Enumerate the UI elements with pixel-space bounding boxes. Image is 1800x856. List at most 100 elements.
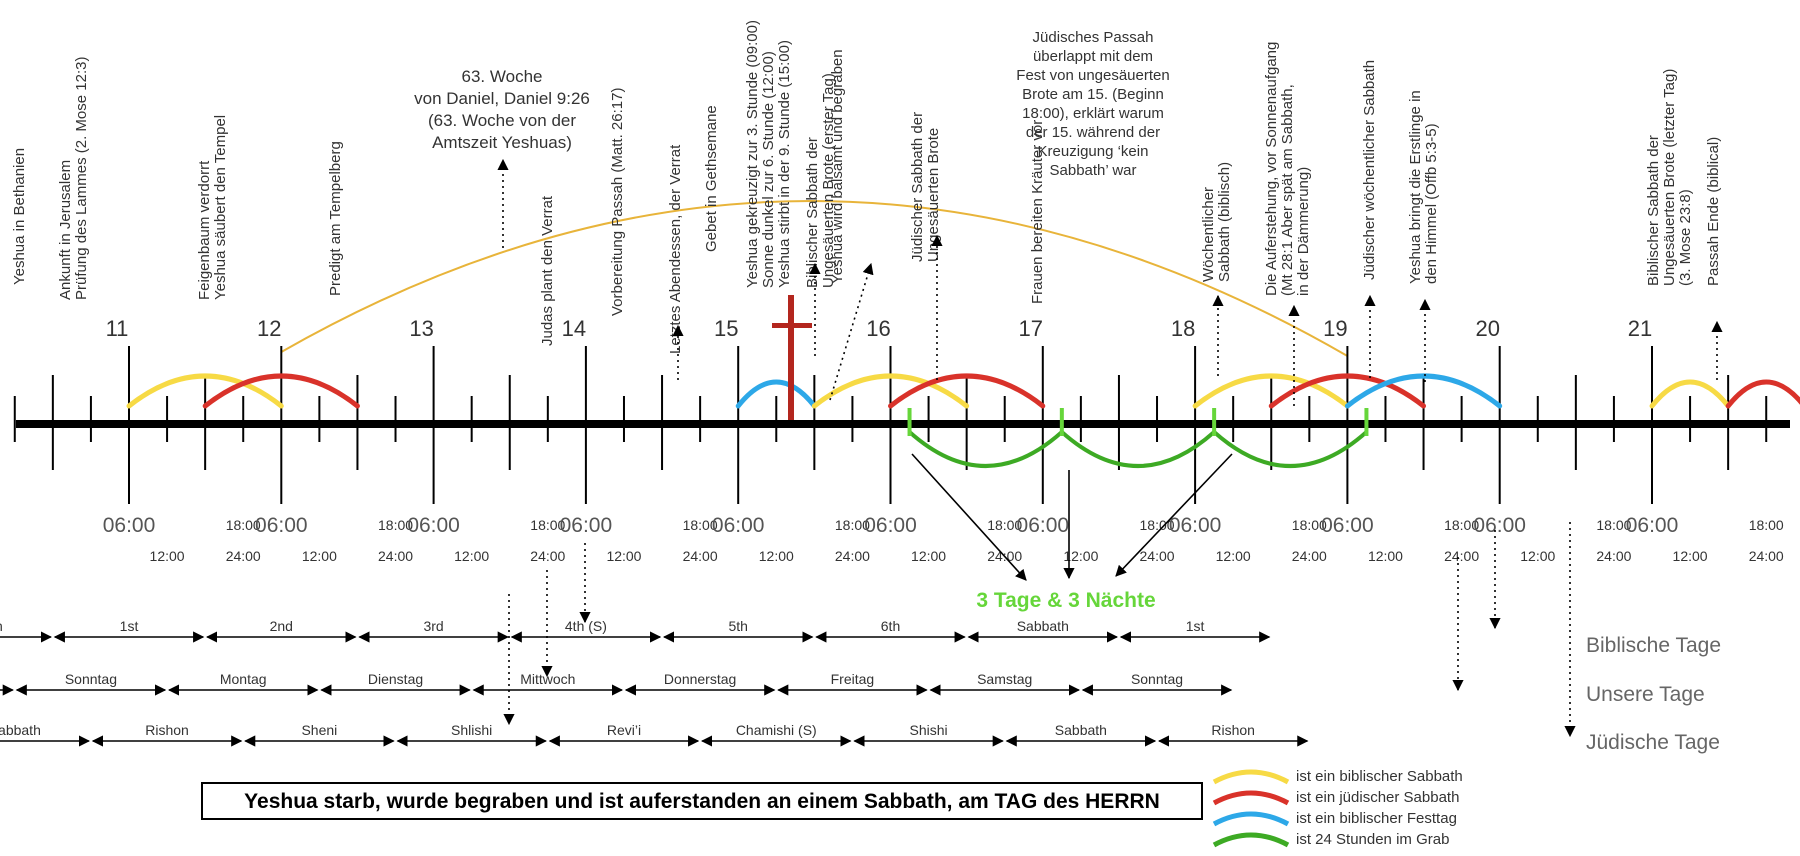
time-label-1800: 18:00 xyxy=(530,517,565,533)
row-day-label: Dienstag xyxy=(368,671,423,687)
event-label-line: (3. Mose 23:8) xyxy=(1677,189,1694,286)
three-days-arrows xyxy=(911,453,1233,581)
time-label-0600: 06:00 xyxy=(407,514,460,537)
event-label-line: Jüdischer wöchentlicher Sabbath xyxy=(1361,60,1378,280)
time-label-0600: 06:00 xyxy=(1626,514,1679,537)
time-label-0600: 06:00 xyxy=(1017,514,1070,537)
row-day-label: 1st xyxy=(1186,618,1205,634)
time-label-0600: 06:00 xyxy=(1321,514,1374,537)
day-number: 18 xyxy=(1171,316,1195,341)
row-day-label: Sheni xyxy=(301,722,337,738)
event-label: Vorbereitung Passah (Matt. 26:17) xyxy=(609,88,626,316)
event-label: Feigenbaum verdorrtYeshua säubert den Te… xyxy=(196,115,229,300)
event-label: Yeshua wird balsamt und begraben xyxy=(829,49,846,284)
passah-note-line: Fest von ungesäuerten xyxy=(1016,67,1169,84)
row-day-label: Mittwoch xyxy=(520,671,575,687)
event-label-line: Sabbath (biblisch) xyxy=(1216,162,1233,282)
passah-note-line: Brote am 15. (Beginn xyxy=(1022,86,1164,103)
row-day-label: Chamishi (S) xyxy=(736,722,817,738)
time-label-1800: 18:00 xyxy=(987,517,1022,533)
event-label-line: Ungesäuerten Brote (letzter Tag) xyxy=(1661,69,1678,286)
event-label: Yeshua in Bethanien xyxy=(11,148,28,285)
event-labels: Yeshua in Bethanien Ankunft in JerusalemP… xyxy=(11,20,1722,354)
legend-swatch xyxy=(1212,769,1290,785)
passah-note: Jüdisches Passah überlappt mit dem Fest vo… xyxy=(1016,29,1169,179)
event-label: Ankunft in JerusalemPrüfung des Lammes (… xyxy=(57,57,90,300)
time-label-2400: 24:00 xyxy=(1292,548,1327,564)
event-label-line: Gebet in Gethsemane xyxy=(703,105,720,252)
sabbath-arcs xyxy=(126,373,1800,409)
event-label-line: Feigenbaum verdorrt xyxy=(196,160,213,300)
grave-arc xyxy=(1212,430,1368,468)
row-day-label: Sabbath xyxy=(1017,618,1069,634)
event-label: Jüdischer wöchentlicher Sabbath xyxy=(1361,60,1378,280)
row-name: Unsere Tage xyxy=(1586,683,1705,706)
event-label: Predigt am Tempelberg xyxy=(327,141,344,296)
time-label-1800: 18:00 xyxy=(835,517,870,533)
passah-note-line: Jüdisches Passah xyxy=(1033,29,1154,46)
event-label: Jüdischer Sabbath derUngesäuerten Brote xyxy=(909,112,942,262)
day-number: 12 xyxy=(257,316,281,341)
event-label-line: Jüdischer Sabbath der xyxy=(909,112,926,262)
time-label-1800: 18:00 xyxy=(378,517,413,533)
day-numbers: 101112131415161718192021 xyxy=(106,316,1653,341)
time-label-2400: 24:00 xyxy=(683,548,718,564)
red-arc xyxy=(1268,373,1427,409)
row-day-label: Sonntag xyxy=(1131,671,1183,687)
time-label-1200: 12:00 xyxy=(1368,548,1403,564)
event-label-line: Vorbereitung Passah (Matt. 26:17) xyxy=(609,88,626,316)
row-day-label: 1st xyxy=(120,618,139,634)
time-label-2400: 24:00 xyxy=(1444,548,1479,564)
row-day-label: Sabbath xyxy=(1055,722,1107,738)
row-day-label: Donnerstag xyxy=(664,671,736,687)
time-label-0600: 06:00 xyxy=(1473,514,1526,537)
row-day-label: Montag xyxy=(220,671,267,687)
red-arc xyxy=(1725,379,1800,409)
event-label-line: Ankunft in Jerusalem xyxy=(57,160,74,300)
day-number: 17 xyxy=(1019,316,1043,341)
event-label-line: Yeshua bringt die Erstlinge in xyxy=(1407,90,1424,284)
event-label-line: Ungesäuerten Brote (erster Tag) xyxy=(820,73,837,288)
event-label-line: Frauen bereiten Kräuter vor xyxy=(1029,120,1046,304)
time-label-1800: 18:00 xyxy=(1749,517,1784,533)
day-number: 14 xyxy=(562,316,586,341)
legend-swatch xyxy=(1212,832,1290,848)
time-label-0600: 06:00 xyxy=(864,514,917,537)
row-day-label: Rishon xyxy=(1211,722,1255,738)
event-label-line: den Himmel (Offb 5:3-5) xyxy=(1423,123,1440,284)
time-label-2400: 24:00 xyxy=(378,548,413,564)
grave-arc xyxy=(1060,430,1216,468)
event-label: Frauen bereiten Kräuter vor xyxy=(1029,120,1046,304)
event-label-line: Biblischer Sabbath der xyxy=(804,137,821,288)
time-label-1200: 12:00 xyxy=(1673,548,1708,564)
event-label: Biblischer Sabbath derUngesäuerten Brote… xyxy=(804,73,837,288)
event-label: Passah Ende (biblical) xyxy=(1705,137,1722,286)
cross-icon xyxy=(772,295,812,420)
time-label-1200: 12:00 xyxy=(302,548,337,564)
time-label-1200: 12:00 xyxy=(911,548,946,564)
time-label-1200: 12:00 xyxy=(1520,548,1555,564)
time-label-1200: 12:00 xyxy=(759,548,794,564)
time-label-2400: 24:00 xyxy=(1140,548,1175,564)
daniel-note-line: (63. Woche von der xyxy=(428,111,576,130)
summary-box: Yeshua starb, wurde begraben und ist auf… xyxy=(201,782,1203,820)
three-days-label: 3 Tage & 3 Nächte xyxy=(976,589,1155,612)
time-label-2400: 24:00 xyxy=(1596,548,1631,564)
time-label-2400: 24:00 xyxy=(1749,548,1784,564)
solid-arrow xyxy=(1115,453,1233,577)
row-day-label: Revi’i xyxy=(607,722,641,738)
time-label-1800: 18:00 xyxy=(1444,517,1479,533)
event-label-line: Wöchentlicher xyxy=(1200,187,1217,282)
day-number: 11 xyxy=(106,316,129,341)
time-label-0600: 06:00 xyxy=(255,514,308,537)
event-label: WöchentlicherSabbath (biblisch) xyxy=(1200,162,1233,282)
day-rows: 6thSabbath1st2nd3rd4th (S)5th6thSabbath1… xyxy=(0,618,1721,754)
yellow-arc xyxy=(126,373,284,409)
event-label-line: (Mt 28:1 Aber spät am Sabbath, xyxy=(1279,84,1296,296)
row-day-label: 4th (S) xyxy=(565,618,607,634)
red-arc xyxy=(202,373,360,409)
daniel-note: 63. Woche von Daniel, Daniel 9:26 (63. Woc… xyxy=(414,67,590,152)
day-number: 13 xyxy=(409,316,433,341)
event-label: Die Auferstehung, vor Sonnenaufgang(Mt 2… xyxy=(1263,42,1312,296)
